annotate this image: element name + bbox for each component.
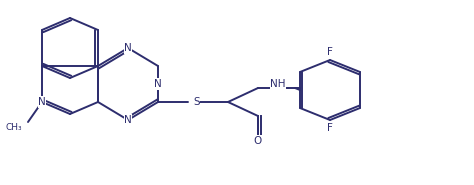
Text: N: N [38, 97, 46, 107]
Text: CH₃: CH₃ [5, 124, 22, 132]
Text: NH: NH [270, 79, 286, 89]
Text: S: S [193, 97, 200, 107]
Text: N: N [124, 43, 132, 53]
Text: O: O [254, 136, 262, 146]
Text: F: F [327, 47, 333, 57]
Text: N: N [124, 115, 132, 125]
Text: F: F [327, 123, 333, 133]
Text: N: N [154, 79, 162, 89]
